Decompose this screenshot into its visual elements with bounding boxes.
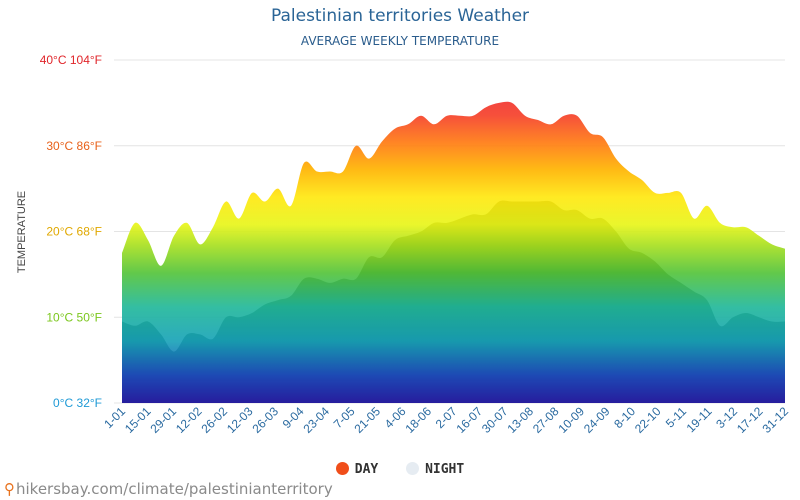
x-tick-label: 21-05 (352, 404, 384, 436)
y-tick-label: 0°C 32°F (53, 396, 102, 410)
y-axis-ticks: 0°C 32°F 10°C 50°F 20°C 68°F 30°C 86°F 40°C … (40, 53, 102, 410)
map-pin-icon: ⚲ (4, 480, 15, 498)
x-tick-label: 18-06 (403, 404, 435, 436)
night-shade-overlay (122, 200, 785, 403)
x-tick-label: 23-04 (301, 404, 333, 436)
x-tick-label: 30-07 (479, 404, 511, 436)
x-tick-label: 12-02 (173, 404, 205, 436)
night-area-series (122, 200, 785, 403)
x-tick-label: 16-07 (454, 404, 486, 436)
y-tick-label: 20°C 68°F (46, 225, 102, 239)
x-tick-label: 19-11 (684, 404, 715, 435)
x-tick-label: 26-02 (199, 404, 231, 436)
legend-item-day[interactable]: DAY (335, 462, 379, 477)
x-tick-label: 12-03 (224, 404, 256, 436)
y-tick-label: 40°C 104°F (40, 53, 102, 67)
x-tick-label: 15-01 (122, 404, 154, 436)
x-tick-label: 17-12 (734, 404, 766, 436)
x-tick-label: 24-09 (581, 404, 613, 436)
night-swatch-icon (406, 462, 420, 475)
x-tick-label: 31-12 (760, 404, 792, 436)
x-tick-label: 27-08 (530, 404, 562, 436)
chart-subtitle: AVERAGE WEEKLY TEMPERATURE (300, 34, 500, 48)
chart-title: Palestinian territories Weather (270, 6, 530, 26)
chart-legend: DAY NIGHT (0, 462, 800, 477)
y-tick-label: 30°C 86°F (46, 139, 102, 153)
day-swatch-icon (335, 462, 349, 475)
x-tick-label: 22-10 (632, 404, 664, 436)
x-tick-label: 10-09 (556, 404, 588, 436)
x-tick-label: 29-01 (148, 404, 180, 436)
legend-item-night[interactable]: NIGHT (406, 462, 464, 477)
source-link[interactable]: ⚲hikersbay.com/climate/palestinianterrit… (4, 480, 333, 498)
legend-night-label: NIGHT (425, 462, 465, 477)
x-axis-ticks: 1-0115-0129-0112-0226-0212-0326-039-0423… (101, 404, 791, 436)
legend-day-label: DAY (354, 462, 379, 477)
y-axis-label: TEMPERATURE (16, 191, 28, 273)
source-text: hikersbay.com/climate/palestinianterrito… (16, 480, 333, 498)
x-tick-label: 26-03 (250, 404, 282, 436)
x-tick-label: 13-08 (505, 404, 537, 436)
y-tick-label: 10°C 50°F (46, 310, 102, 324)
